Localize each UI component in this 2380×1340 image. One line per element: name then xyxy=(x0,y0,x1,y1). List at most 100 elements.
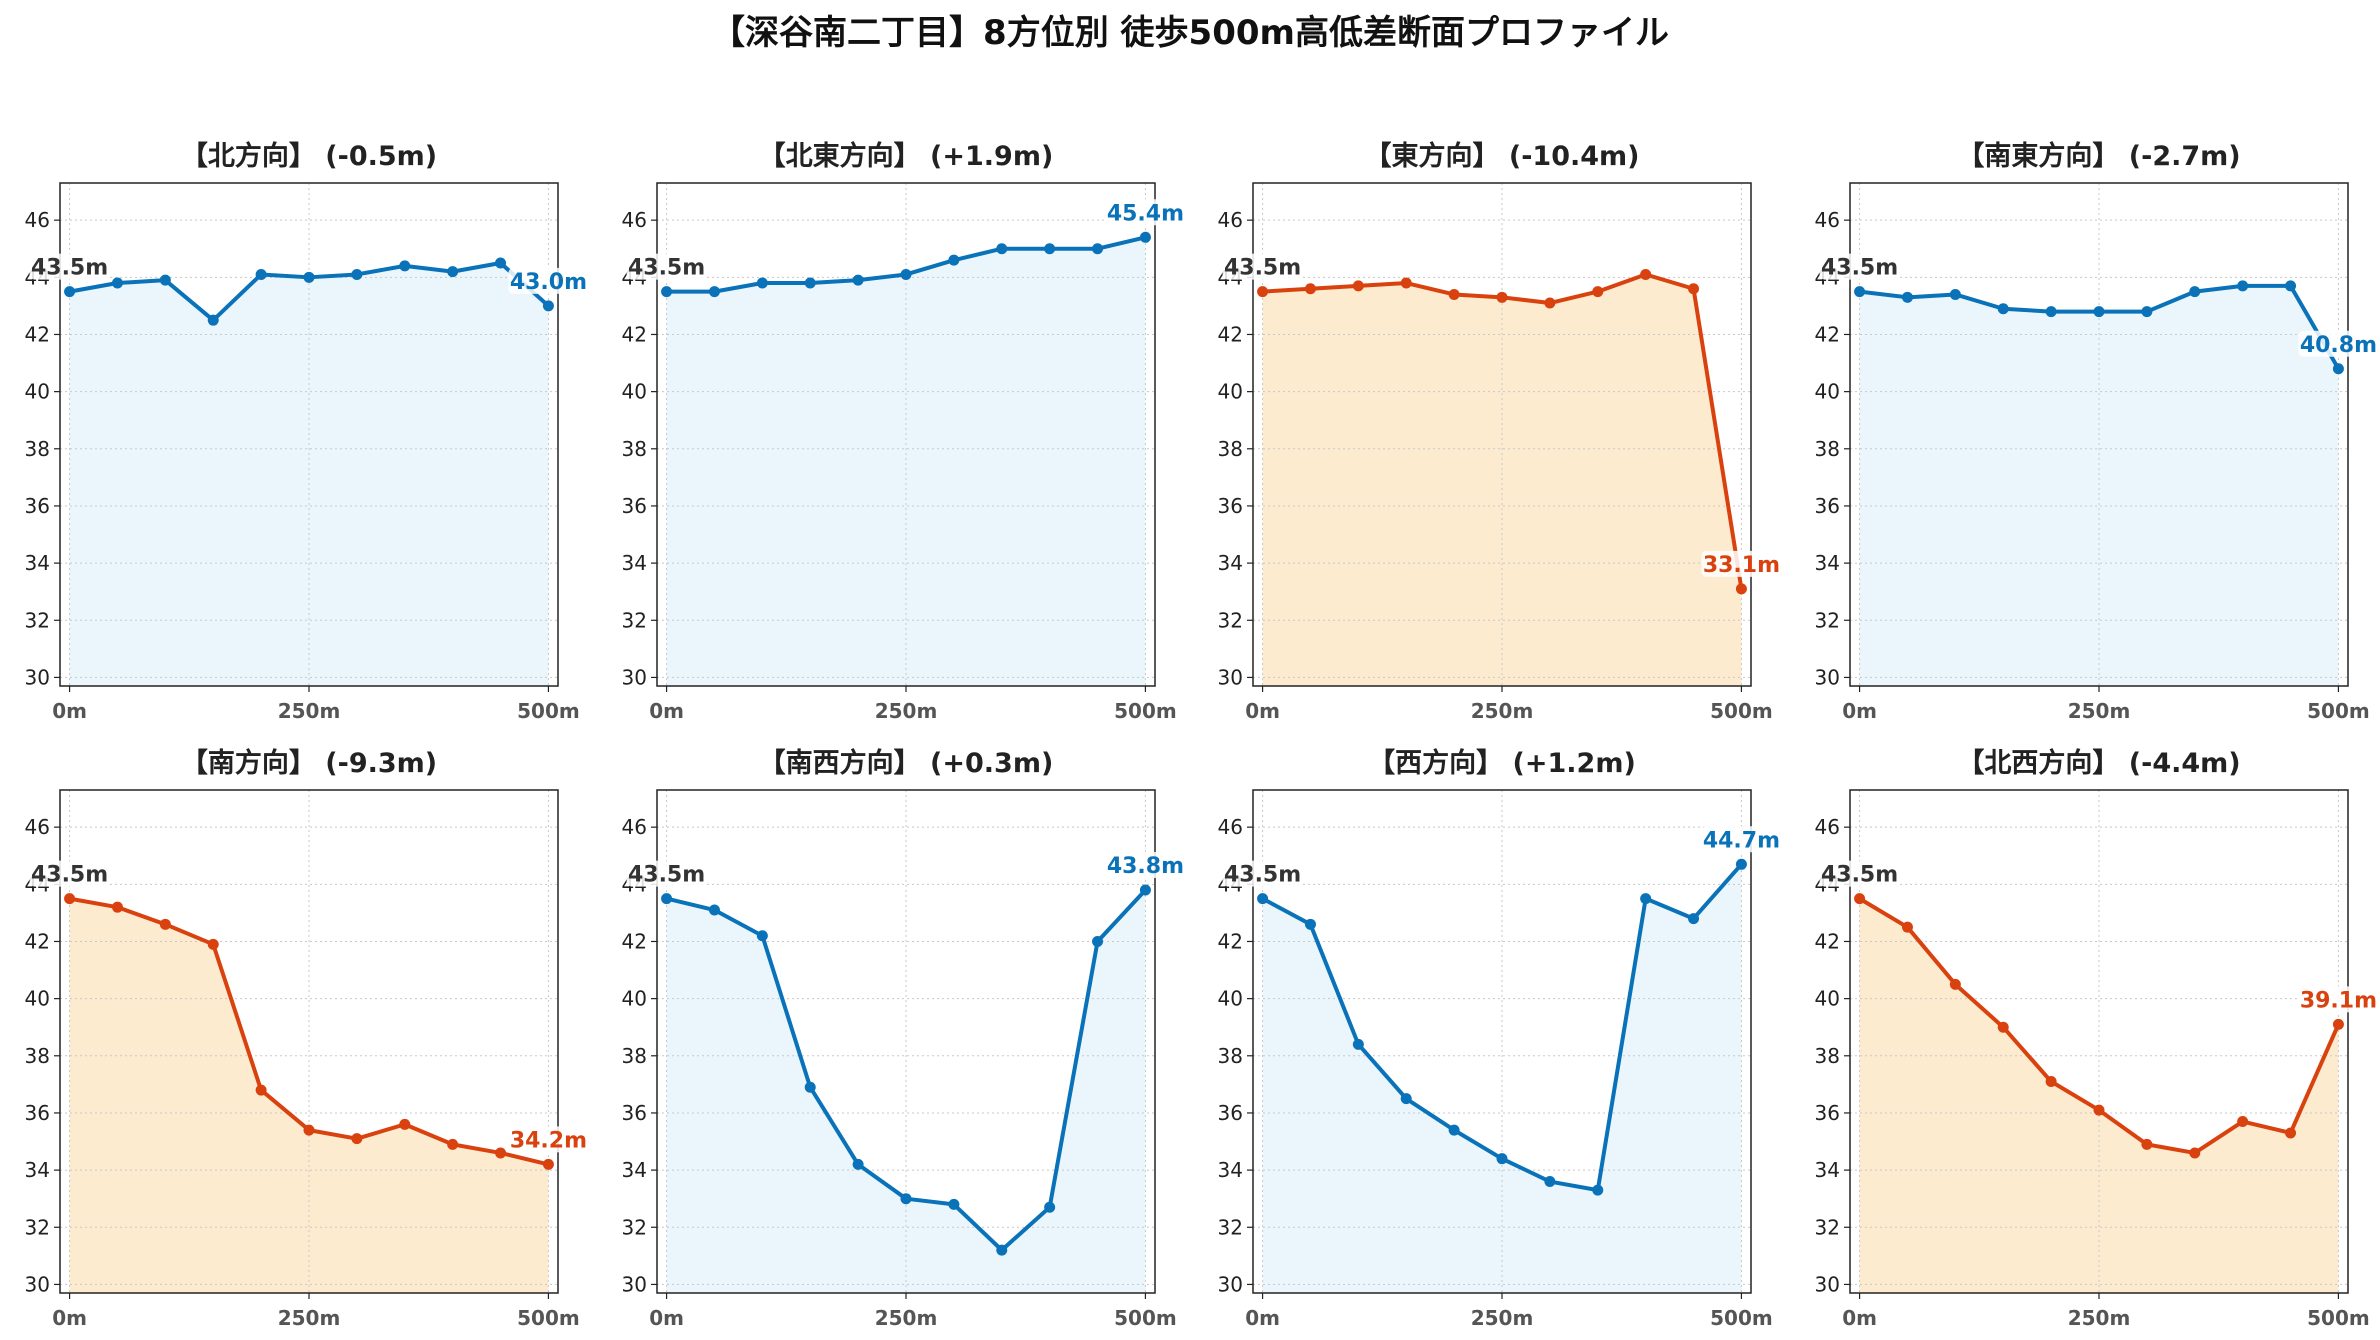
data-point xyxy=(661,286,673,298)
data-point xyxy=(1735,583,1747,595)
y-tick-label: 30 xyxy=(1218,1272,1243,1296)
x-tick-label: 0m xyxy=(649,699,684,723)
y-tick-label: 30 xyxy=(25,665,50,689)
data-point xyxy=(1688,283,1700,295)
x-tick-label: 0m xyxy=(1842,699,1877,723)
plot-frame xyxy=(59,789,559,1294)
panel-title: 【北方向】 (-0.5m) xyxy=(181,140,437,172)
y-tick-label: 30 xyxy=(622,665,647,689)
y-tick-label: 42 xyxy=(622,322,647,346)
end-label-bg xyxy=(2298,986,2379,1013)
y-tick-label: 32 xyxy=(1815,1215,1840,1239)
data-point xyxy=(1640,893,1652,905)
data-point xyxy=(303,1124,315,1136)
data-point xyxy=(1352,1038,1364,1050)
data-point xyxy=(447,1138,459,1150)
data-point xyxy=(900,268,912,280)
y-tick-label: 32 xyxy=(622,608,647,632)
data-point xyxy=(948,254,960,266)
y-tick-label: 34 xyxy=(622,1158,647,1182)
y-tick-label: 30 xyxy=(25,1272,50,1296)
panel-title: 【東方向】 (-10.4m) xyxy=(1364,140,1639,172)
data-point xyxy=(1448,1124,1460,1136)
area-fill xyxy=(1262,274,1742,686)
y-tick-label: 36 xyxy=(1815,1101,1840,1125)
data-point xyxy=(2237,280,2249,292)
panel-2: 【東方向】 (-10.4m)3032343638404244460m250m50… xyxy=(1218,140,1782,723)
y-tick-label: 32 xyxy=(25,1215,50,1239)
x-tick-label: 250m xyxy=(875,699,938,723)
y-tick-label: 38 xyxy=(25,437,50,461)
y-tick-label: 32 xyxy=(1218,608,1243,632)
data-point xyxy=(1854,286,1866,298)
data-point xyxy=(1257,286,1269,298)
data-point xyxy=(1592,1184,1604,1196)
y-tick-label: 38 xyxy=(25,1044,50,1068)
y-tick-label: 40 xyxy=(25,380,50,404)
data-point xyxy=(852,1158,864,1170)
x-tick-label: 0m xyxy=(1842,1306,1877,1330)
data-point xyxy=(303,271,315,283)
y-tick-label: 36 xyxy=(1218,494,1243,518)
data-point xyxy=(804,277,816,289)
end-label-bg xyxy=(2298,330,2379,357)
data-point xyxy=(1688,913,1700,925)
data-point xyxy=(1496,1153,1508,1165)
x-tick-label: 0m xyxy=(52,699,87,723)
data-point xyxy=(1139,231,1151,243)
data-point xyxy=(1997,303,2009,315)
start-label-bg xyxy=(626,253,707,280)
plot-frame xyxy=(59,182,559,687)
data-point xyxy=(2141,1138,2153,1150)
data-point xyxy=(2285,280,2297,292)
y-tick-label: 32 xyxy=(622,1215,647,1239)
data-point xyxy=(2045,306,2057,318)
plot-frame xyxy=(1252,789,1752,1294)
plot-frame xyxy=(1849,182,2349,687)
data-point xyxy=(207,938,219,950)
data-point xyxy=(996,243,1008,255)
data-point xyxy=(756,930,768,942)
data-point xyxy=(756,277,768,289)
y-tick-label: 30 xyxy=(1218,665,1243,689)
data-point xyxy=(708,904,720,916)
y-tick-label: 34 xyxy=(1218,551,1243,575)
data-point xyxy=(495,257,507,269)
data-point xyxy=(542,1158,554,1170)
area-fill xyxy=(666,890,1146,1293)
y-tick-label: 38 xyxy=(1218,437,1243,461)
data-point xyxy=(1735,858,1747,870)
data-point xyxy=(1044,243,1056,255)
y-tick-label: 42 xyxy=(25,929,50,953)
y-tick-label: 38 xyxy=(1218,1044,1243,1068)
area-fill xyxy=(69,898,549,1293)
x-tick-label: 500m xyxy=(517,699,580,723)
x-tick-label: 500m xyxy=(2307,1306,2370,1330)
end-elevation-label: 33.1m xyxy=(1703,553,1780,578)
y-tick-label: 40 xyxy=(622,987,647,1011)
data-point xyxy=(661,893,673,905)
y-tick-label: 46 xyxy=(1815,815,1840,839)
start-elevation-label: 43.5m xyxy=(1224,256,1301,281)
y-tick-label: 40 xyxy=(1815,380,1840,404)
y-tick-label: 42 xyxy=(1218,929,1243,953)
panel-1: 【北東方向】 (+1.9m)3032343638404244460m250m50… xyxy=(622,140,1186,723)
data-point xyxy=(1592,286,1604,298)
data-point xyxy=(804,1081,816,1093)
data-point xyxy=(351,268,363,280)
data-point xyxy=(2285,1127,2297,1139)
y-tick-label: 46 xyxy=(622,815,647,839)
end-label-bg xyxy=(508,1126,589,1153)
panel-title: 【北東方向】 (+1.9m) xyxy=(759,140,1054,172)
panel-6: 【西方向】 (+1.2m)3032343638404244460m250m500… xyxy=(1218,747,1782,1330)
y-tick-label: 42 xyxy=(1815,929,1840,953)
data-point xyxy=(2141,306,2153,318)
y-tick-label: 36 xyxy=(622,494,647,518)
data-point xyxy=(1544,1176,1556,1188)
x-tick-label: 250m xyxy=(1471,1306,1534,1330)
data-point xyxy=(447,266,459,278)
data-point xyxy=(207,314,219,326)
area-fill xyxy=(1859,898,2339,1293)
plot-frame xyxy=(656,182,1156,687)
data-point xyxy=(495,1147,507,1159)
